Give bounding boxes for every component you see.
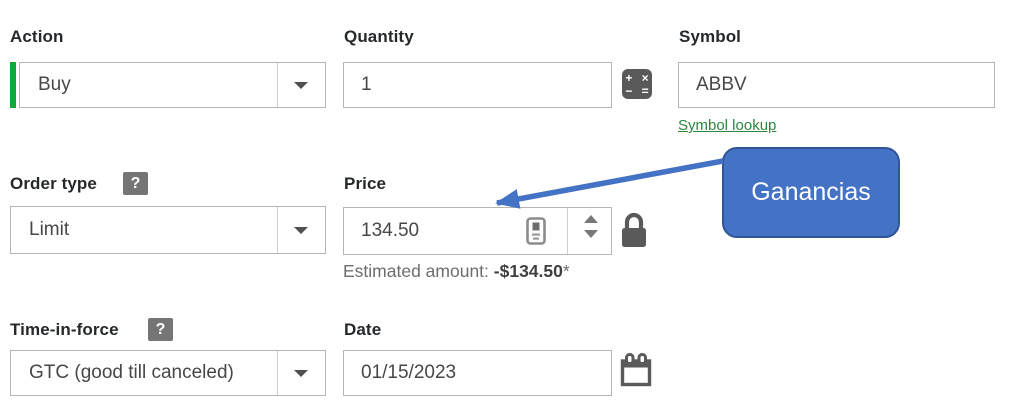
select-divider bbox=[277, 63, 278, 107]
quantity-input[interactable] bbox=[343, 62, 612, 108]
estimated-amount-value: -$134.50 bbox=[493, 261, 563, 281]
price-stepper[interactable] bbox=[579, 215, 603, 238]
calculator-icon-glyphs-bottom: − = bbox=[625, 84, 652, 98]
ganancias-callout-text: Ganancias bbox=[751, 178, 871, 206]
chevron-down-icon bbox=[294, 82, 308, 89]
select-divider bbox=[277, 207, 278, 253]
estimated-amount: Estimated amount: -$134.50* bbox=[343, 261, 570, 282]
stepper-up-icon[interactable] bbox=[584, 215, 598, 223]
lock-icon bbox=[621, 211, 647, 254]
buy-action-accent-bar bbox=[10, 62, 16, 108]
calendar-icon[interactable] bbox=[620, 352, 652, 393]
symbol-lookup-link[interactable]: Symbol lookup bbox=[678, 117, 777, 134]
time-in-force-help-icon[interactable]: ? bbox=[148, 318, 173, 341]
date-input[interactable] bbox=[343, 350, 612, 396]
chevron-down-icon bbox=[294, 227, 308, 234]
action-select-value: Buy bbox=[38, 74, 71, 95]
calculator-icon[interactable]: + × − = bbox=[622, 69, 652, 99]
input-divider bbox=[567, 208, 568, 254]
action-label: Action bbox=[10, 27, 64, 46]
calculator-icon-glyphs-top: + × bbox=[625, 71, 652, 85]
quantity-label: Quantity bbox=[344, 27, 414, 46]
order-type-select[interactable]: Limit bbox=[10, 206, 326, 254]
time-in-force-label: Time-in-force bbox=[10, 320, 119, 339]
select-divider bbox=[277, 351, 278, 395]
estimated-amount-footnote-mark: * bbox=[562, 261, 570, 281]
symbol-input[interactable] bbox=[678, 62, 995, 108]
stepper-down-icon[interactable] bbox=[584, 230, 598, 238]
ganancias-callout: Ganancias bbox=[722, 147, 900, 238]
order-type-help-icon[interactable]: ? bbox=[123, 172, 148, 195]
time-in-force-select[interactable]: GTC (good till canceled) bbox=[10, 350, 326, 396]
price-label: Price bbox=[344, 174, 387, 193]
price-input[interactable] bbox=[343, 207, 612, 255]
price-snapshot-icon[interactable] bbox=[526, 217, 546, 250]
price-field-group bbox=[343, 207, 612, 255]
order-type-label: Order type bbox=[10, 174, 97, 193]
action-select[interactable]: Buy bbox=[19, 62, 326, 108]
date-label: Date bbox=[344, 320, 382, 339]
chevron-down-icon bbox=[294, 370, 308, 377]
estimated-amount-label: Estimated amount: bbox=[343, 261, 494, 281]
time-in-force-select-value: GTC (good till canceled) bbox=[29, 362, 234, 383]
symbol-label: Symbol bbox=[679, 27, 742, 46]
order-type-select-value: Limit bbox=[29, 219, 70, 240]
